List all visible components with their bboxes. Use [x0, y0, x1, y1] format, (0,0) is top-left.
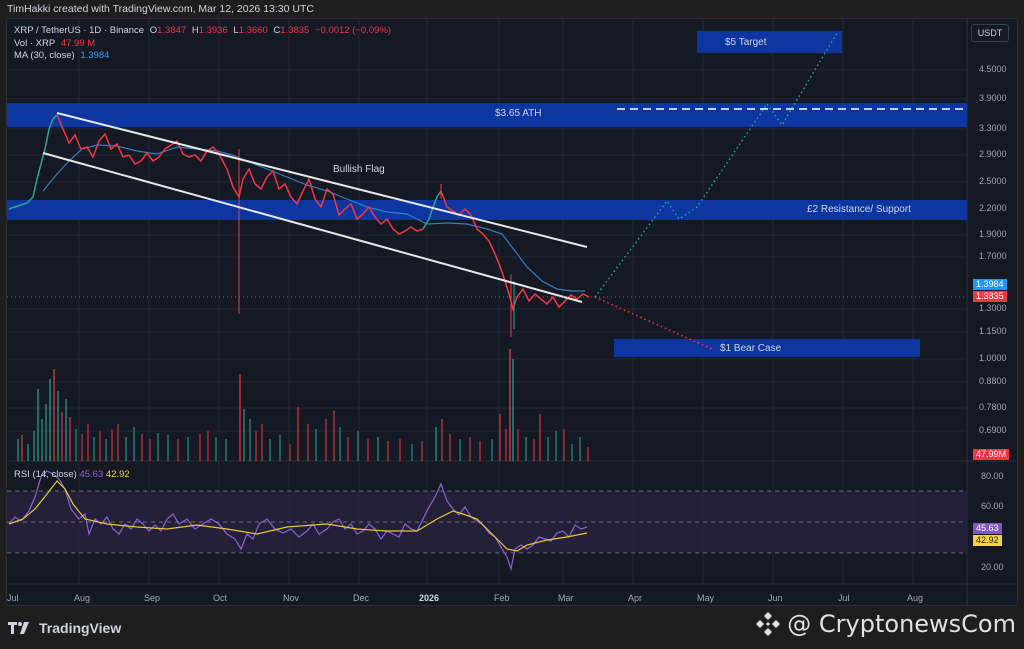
high-value: 1.3936 — [198, 25, 228, 36]
volume-tag: 47.99M — [973, 449, 1010, 460]
chart-legend: XRP / TetherUS · 1D · Binance O1.3847 H1… — [14, 25, 392, 61]
bear-zone — [614, 339, 920, 357]
rsi-ma-line — [8, 480, 588, 552]
currency-button[interactable]: USDT — [971, 24, 1009, 42]
binance-diamond-icon — [756, 612, 781, 636]
tradingview-logo[interactable]: TradingView — [8, 620, 121, 636]
flag-lower-line — [42, 152, 583, 303]
price-chart-canvas[interactable] — [7, 19, 1018, 606]
rsi-ma-value: 42.92 — [105, 469, 130, 480]
ma-value: 1.3984 — [80, 50, 110, 61]
close-price-tag: 1.3835 — [973, 291, 1007, 302]
tradingview-brand: TradingView — [39, 620, 122, 636]
volume-label[interactable]: Vol · XRP — [14, 37, 56, 49]
bear-label[interactable]: $1 Bear Case — [720, 343, 782, 354]
rsi-axis-20: 20.00 — [981, 562, 1004, 572]
rsi-axis-60: 60.00 — [981, 501, 1004, 511]
volume-value: 47.99 M — [60, 37, 96, 49]
ath-label[interactable]: $3.65 ATH — [495, 108, 542, 119]
ma-price-tag: 1.3984 — [973, 279, 1007, 290]
resistance-label[interactable]: £2 Resistance/ Support — [807, 204, 911, 215]
rsi-line — [8, 470, 588, 572]
bear-projection-path — [594, 296, 713, 350]
change-value: −0.0012 (−0.09%) — [314, 25, 392, 36]
ath-zone — [7, 103, 967, 127]
rsi-ma-tag: 42.92 — [973, 535, 1002, 546]
cryptonews-watermark: @ CryptonewsCom — [755, 610, 1016, 638]
symbol-label[interactable]: XRP / TetherUS · 1D · Binance — [14, 25, 145, 36]
chart-credit: TimHakki created with TradingView.com, M… — [7, 3, 314, 15]
resistance-zone — [7, 200, 967, 220]
bull-projection-path — [594, 32, 838, 298]
close-value: 1.3835 — [280, 25, 310, 36]
rsi-value: 45.63 — [79, 469, 104, 480]
flag-label[interactable]: Bullish Flag — [333, 164, 385, 175]
candlesticks — [8, 114, 590, 337]
target-label[interactable]: $5 Target — [725, 37, 767, 48]
tradingview-icon — [8, 622, 29, 634]
rsi-legend[interactable]: RSI (14, close) 45.63 42.92 — [14, 469, 130, 480]
rsi-tag: 45.63 — [973, 523, 1002, 534]
flag-upper-line — [56, 112, 588, 248]
chart-frame[interactable]: XRP / TetherUS · 1D · Binance O1.3847 H1… — [6, 18, 1018, 606]
open-value: 1.3847 — [157, 25, 187, 36]
volume-bars — [17, 349, 589, 461]
ma-label[interactable]: MA (30, close) — [14, 50, 75, 61]
ma-line — [42, 144, 585, 292]
rsi-axis-80: 80.00 — [981, 471, 1004, 481]
low-value: 1.3660 — [238, 25, 268, 36]
target-zone — [697, 31, 842, 53]
